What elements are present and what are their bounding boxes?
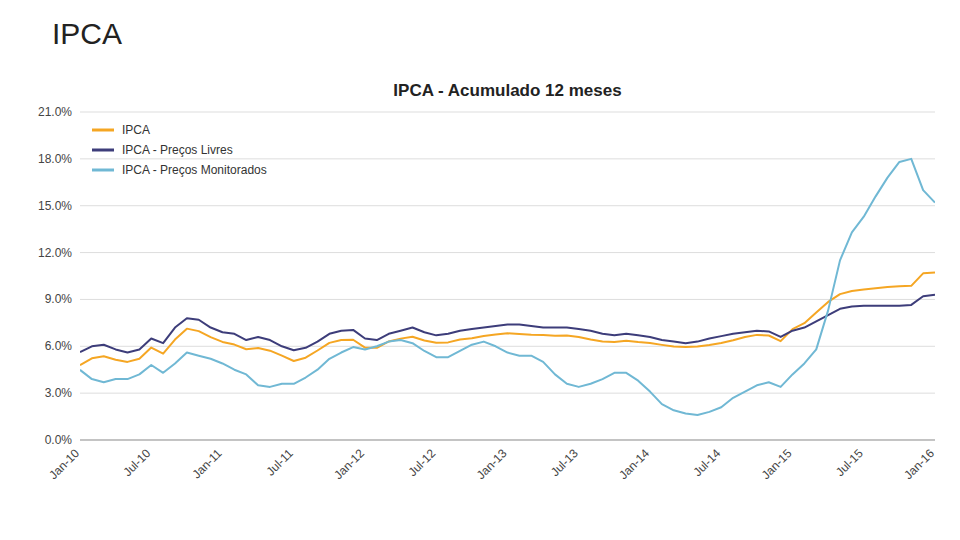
x-tick-label: Jul-15 <box>833 446 866 479</box>
legend-swatch <box>92 169 114 172</box>
x-tick-label: Jan-10 <box>46 446 82 482</box>
legend-label: IPCA - Preços Livres <box>122 143 233 157</box>
grid-line <box>80 346 935 347</box>
title: IPCA - Acumulado 12 meses <box>393 81 621 100</box>
y-axis: 0.0% 3.0% 6.0% 9.0% 12.0% 15.0% 18.0% 21.0% <box>38 105 935 447</box>
series-line <box>80 159 935 415</box>
x-tick-label: Jan-13 <box>474 446 510 482</box>
x-axis-line <box>80 440 935 441</box>
y-tick-label: 15.0% <box>38 199 72 213</box>
grid-line <box>80 158 935 159</box>
y-tick-label: 3.0% <box>45 386 73 400</box>
legend-label: IPCA <box>122 123 150 137</box>
x-tick-label: Jan-14 <box>616 446 652 482</box>
y-tick-label: 18.0% <box>38 152 72 166</box>
grid-line <box>80 112 935 113</box>
grid-line <box>80 393 935 394</box>
series-line <box>80 273 935 366</box>
y-tick-label: 12.0% <box>38 246 72 260</box>
legend-swatch <box>92 129 114 132</box>
x-tick-label: Jul-14 <box>690 446 723 479</box>
x-tick-label: Jan-15 <box>759 446 795 482</box>
legend-swatch <box>92 149 114 152</box>
big-title: IPCA <box>52 17 122 50</box>
legend-label: IPCA - Preços Monitorados <box>122 163 267 177</box>
x-tick-label: Jul-11 <box>263 446 296 479</box>
x-tick-label: Jan-11 <box>189 446 224 481</box>
y-tick-label: 21.0% <box>38 105 72 119</box>
y-tick-label: 0.0% <box>45 433 73 447</box>
grid-line <box>80 440 935 441</box>
x-axis: Jan-10 Jul-10 Jan-11 Jul-11 Jan-12 Jul-12 Jan-… <box>46 446 937 482</box>
grid-line <box>80 252 935 253</box>
x-tick-label: Jul-12 <box>405 446 438 479</box>
x-tick-label: Jul-10 <box>120 446 153 479</box>
x-tick-label: Jan-16 <box>901 446 937 482</box>
y-tick-label: 9.0% <box>45 292 73 306</box>
y-tick-label: 6.0% <box>45 339 73 353</box>
grid-line <box>80 205 935 206</box>
lines <box>80 159 935 415</box>
x-tick-label: Jan-12 <box>331 446 367 482</box>
series-line <box>80 295 935 353</box>
legend: IPCA IPCA - Preços Livres IPCA - Preços Mo… <box>92 123 267 177</box>
grid-line <box>80 299 935 300</box>
x-tick-label: Jul-13 <box>548 446 581 479</box>
chart: IPCA IPCA - Acumulado 12 meses 0.0% 3.0% 6.0… <box>0 0 960 540</box>
